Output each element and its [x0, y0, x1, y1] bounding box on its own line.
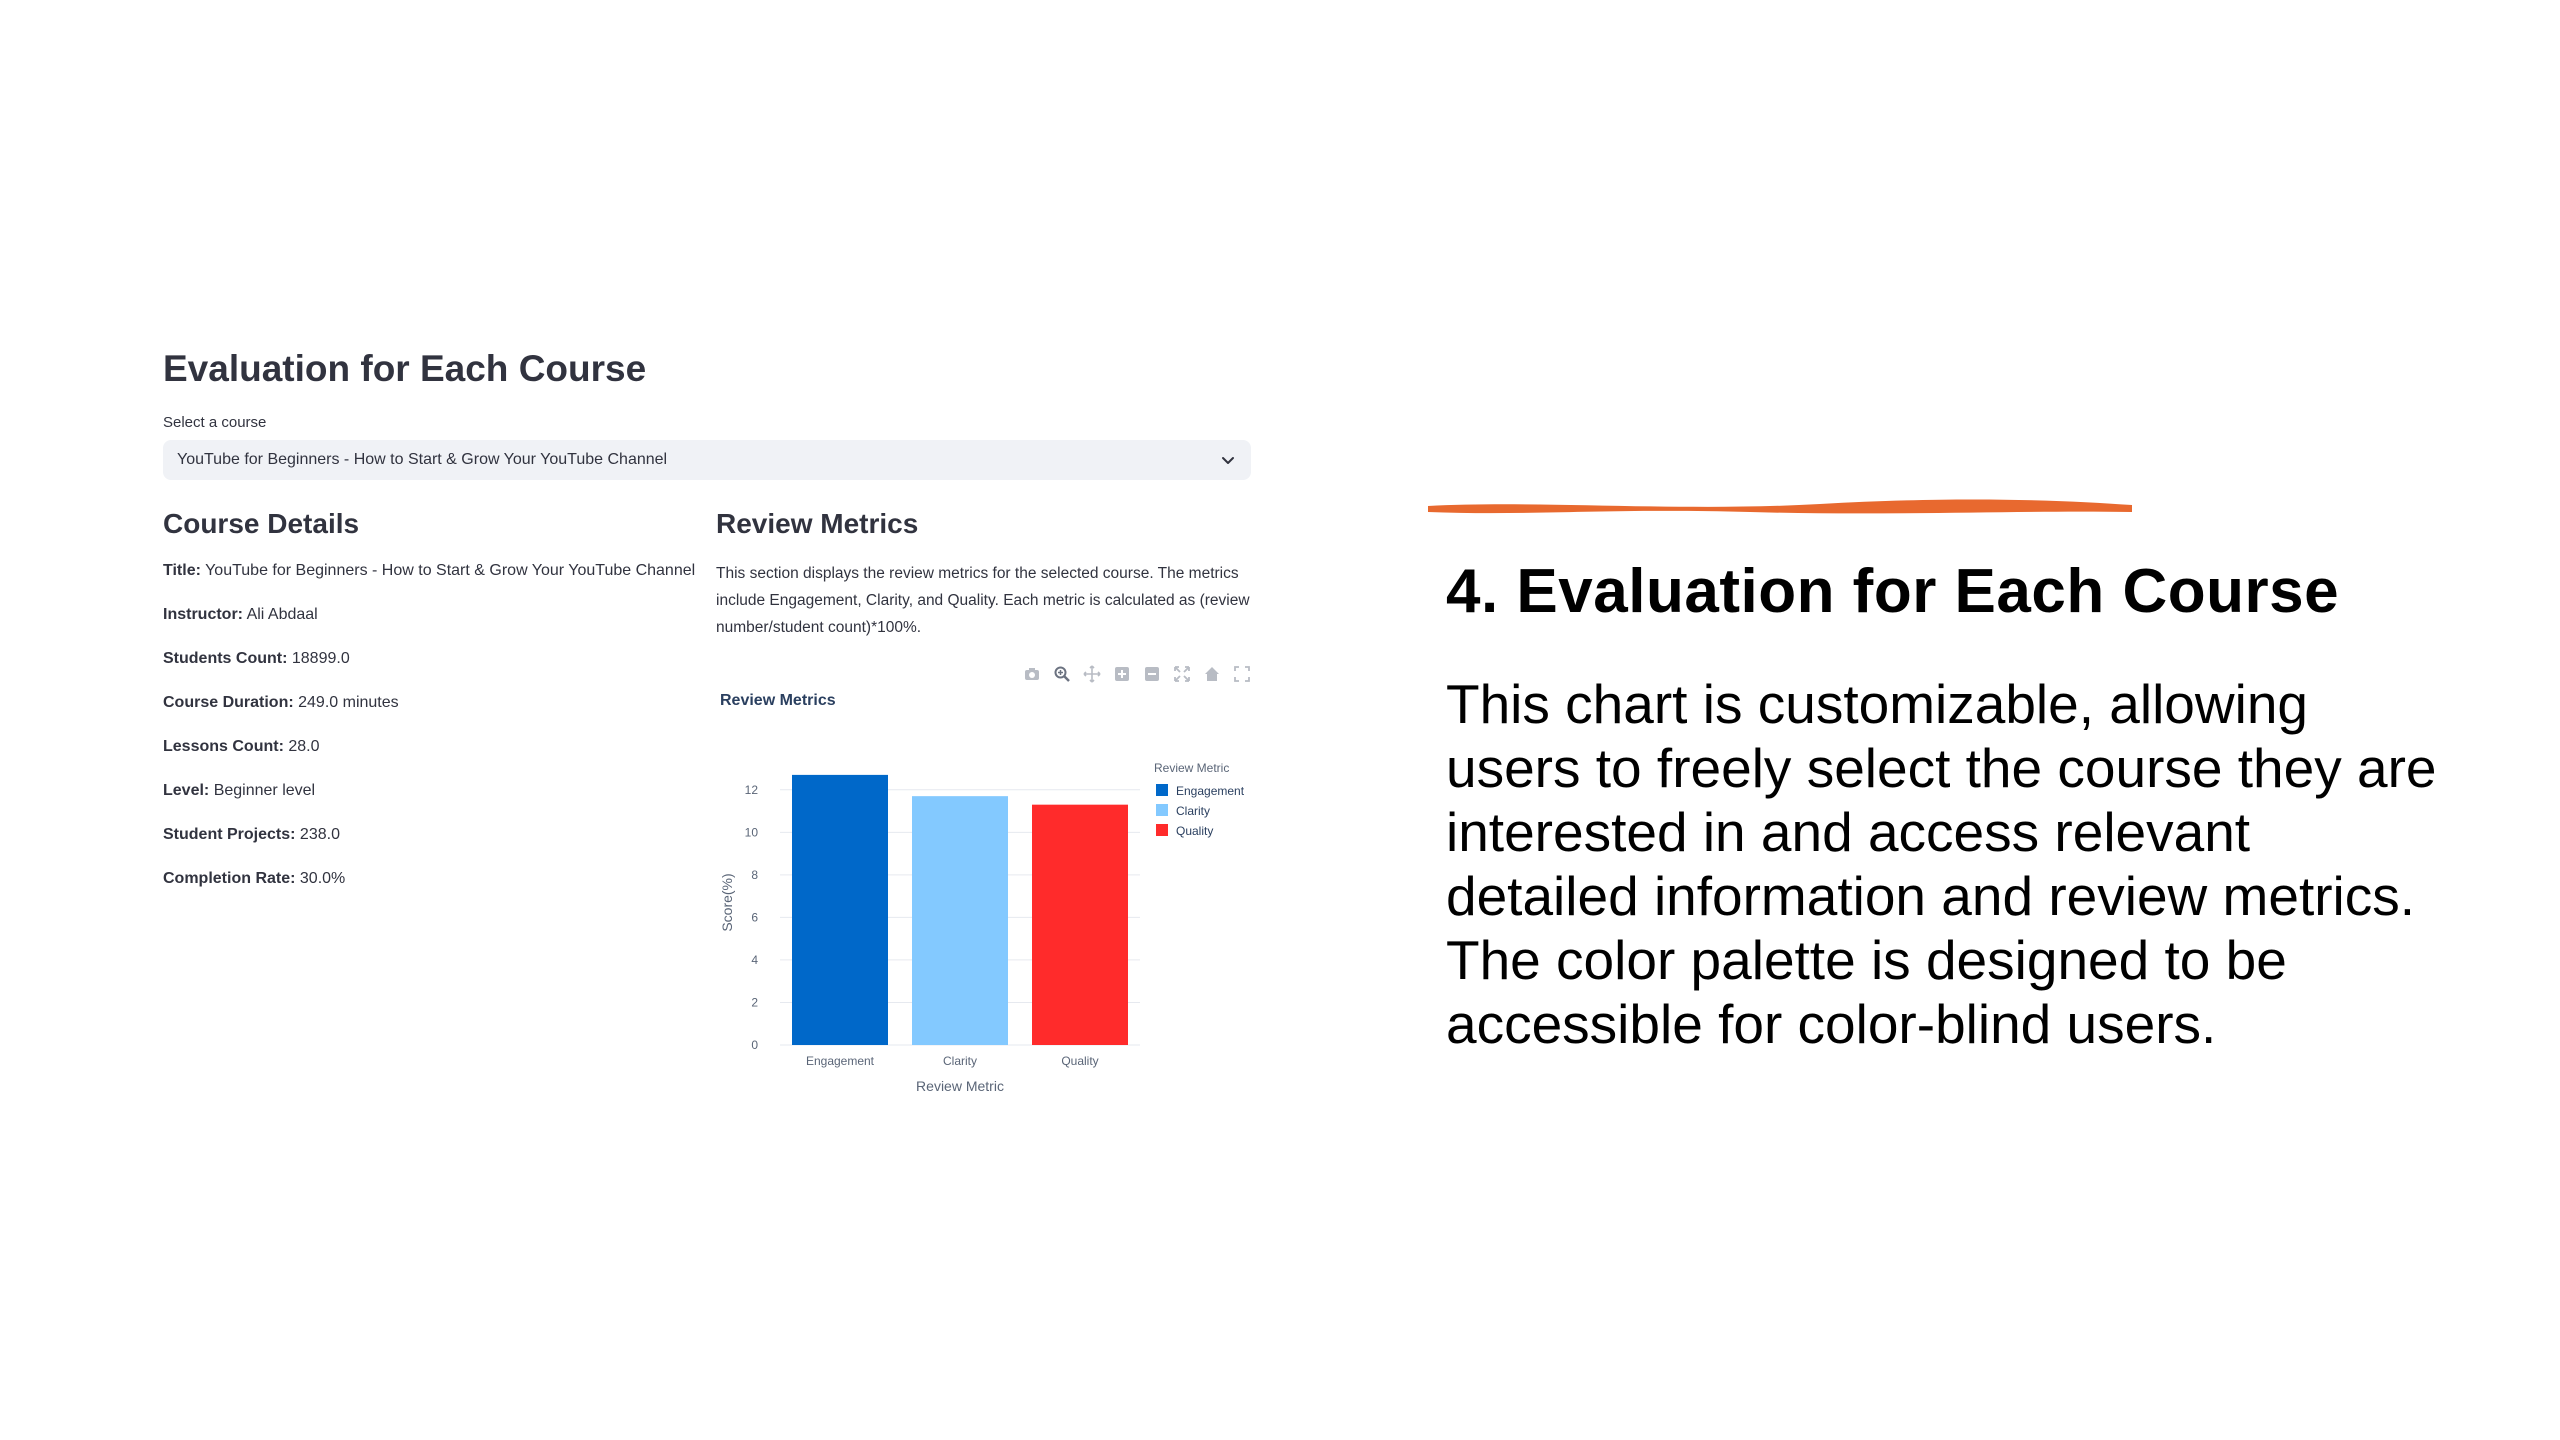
detail-label: Student Projects:	[163, 826, 296, 843]
y-tick-label: 2	[751, 995, 758, 1009]
detail-level: Level: Beginner level	[163, 782, 315, 800]
legend-label[interactable]: Clarity	[1176, 804, 1210, 818]
detail-label: Course Duration:	[163, 694, 294, 711]
detail-label: Title:	[163, 562, 201, 579]
x-tick-label: Engagement	[806, 1054, 875, 1068]
zoom-in-icon[interactable]	[1112, 664, 1132, 684]
chart-bars	[792, 774, 1128, 1045]
y-tick-label: 10	[745, 825, 759, 839]
detail-value: Ali Abdaal	[246, 606, 318, 623]
detail-label: Level:	[163, 782, 210, 799]
detail-value: Beginner level	[213, 782, 316, 799]
detail-label: Instructor:	[163, 606, 243, 623]
chevron-down-icon	[1222, 457, 1234, 464]
y-tick-label: 4	[751, 953, 758, 967]
detail-title: Title: YouTube for Beginners - How to St…	[163, 562, 695, 580]
y-tick-label: 12	[745, 783, 759, 797]
x-tick-label: Clarity	[943, 1054, 977, 1068]
detail-value: 28.0	[288, 738, 320, 755]
chart-modebar	[1022, 664, 1252, 684]
app-title: Evaluation for Each Course	[163, 348, 647, 389]
camera-icon[interactable]	[1022, 664, 1042, 684]
bar-quality[interactable]	[1032, 804, 1128, 1045]
bar-clarity[interactable]	[912, 796, 1008, 1045]
x-tick-label: Quality	[1061, 1054, 1098, 1068]
detail-value: 30.0%	[299, 870, 346, 887]
legend-swatch[interactable]	[1156, 824, 1168, 836]
detail-label: Students Count:	[163, 650, 288, 667]
review-metrics-description: This section displays the review metrics…	[716, 565, 1250, 636]
pan-icon[interactable]	[1082, 664, 1102, 684]
x-tick-labels: Engagement Clarity Quality	[806, 1054, 1099, 1068]
slide-title: 4. Evaluation for Each Course	[1446, 557, 2340, 626]
legend-label[interactable]: Engagement	[1176, 784, 1245, 798]
home-icon[interactable]	[1202, 664, 1222, 684]
review-metrics-chart: 0 2 4 6 8 10 12 Engagement Clarity Quality Revie…	[719, 761, 1245, 1094]
highlighter-stroke	[1428, 499, 2132, 514]
detail-value: 249.0 minutes	[298, 694, 399, 711]
detail-course-duration: Course Duration: 249.0 minutes	[163, 694, 399, 712]
bar-engagement[interactable]	[792, 774, 888, 1045]
legend-swatch[interactable]	[1156, 784, 1168, 796]
x-axis-title: Review Metric	[916, 1078, 1004, 1094]
chart-title: Review Metrics	[720, 692, 836, 709]
course-select-value: YouTube for Beginners - How to Start & G…	[177, 451, 668, 468]
detail-value: 238.0	[299, 826, 340, 843]
zoom-icon[interactable]	[1052, 664, 1072, 684]
legend-label[interactable]: Quality	[1176, 824, 1213, 838]
y-axis-title: Score(%)	[719, 873, 735, 931]
detail-completion-rate: Completion Rate: 30.0%	[163, 870, 345, 888]
y-tick-labels: 0 2 4 6 8 10 12	[745, 783, 759, 1052]
detail-instructor: Instructor: Ali Abdaal	[163, 606, 318, 624]
legend-swatch[interactable]	[1156, 804, 1168, 816]
y-tick-label: 0	[751, 1038, 758, 1052]
detail-students-count: Students Count: 18899.0	[163, 650, 350, 668]
course-select-label: Select a course	[163, 414, 267, 431]
detail-value: 18899.0	[291, 650, 350, 667]
detail-label: Lessons Count:	[163, 738, 284, 755]
legend-title: Review Metric	[1154, 761, 1229, 775]
course-details-heading: Course Details	[163, 508, 360, 539]
review-metrics-heading: Review Metrics	[716, 508, 919, 539]
y-tick-label: 6	[751, 910, 758, 924]
slide-body: This chart is customizable, allowing use…	[1446, 673, 2437, 1055]
detail-student-projects: Student Projects: 238.0	[163, 826, 340, 844]
detail-value: YouTube for Beginners - How to Start & G…	[205, 562, 696, 579]
detail-lessons-count: Lessons Count: 28.0	[163, 738, 319, 756]
chart-legend: Engagement Clarity Quality	[1156, 784, 1245, 838]
detail-label: Completion Rate:	[163, 870, 296, 887]
zoom-out-icon[interactable]	[1142, 664, 1162, 684]
y-tick-label: 8	[751, 868, 758, 882]
fullscreen-icon[interactable]	[1232, 664, 1252, 684]
autoscale-icon[interactable]	[1172, 664, 1192, 684]
course-select[interactable]: YouTube for Beginners - How to Start & G…	[163, 440, 1251, 480]
